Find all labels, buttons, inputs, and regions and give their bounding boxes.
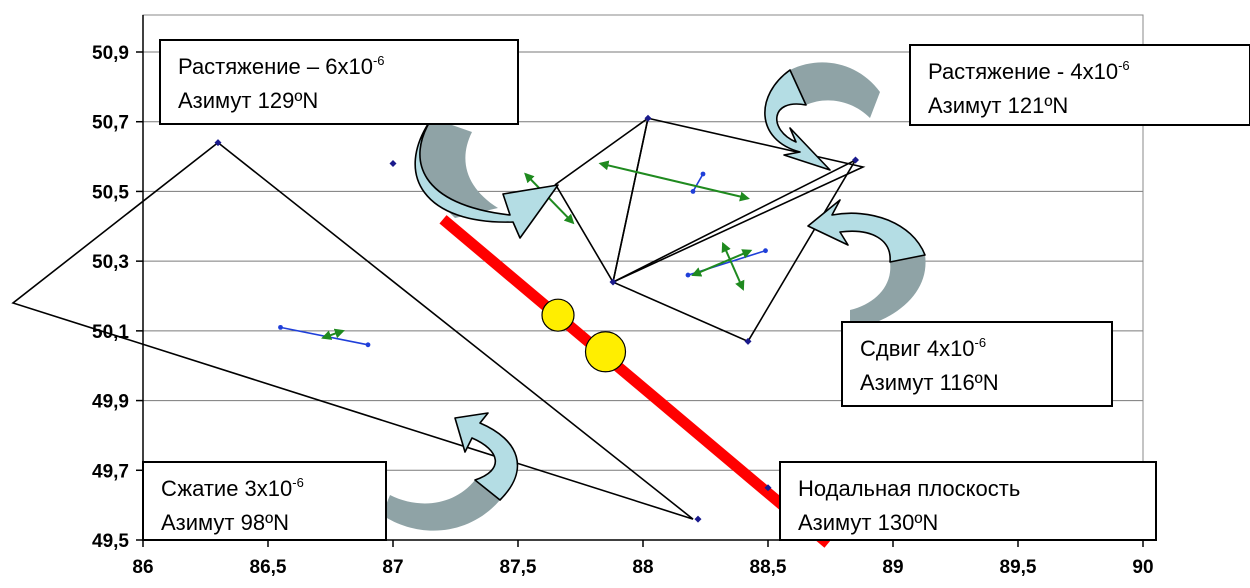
annotation-line2: Азимут 116ºN [860, 370, 999, 395]
station-points [214, 114, 859, 523]
compression-box-98: Сжатие 3х10-6 Азимут 98ºN [142, 461, 387, 541]
x-tick-label: 87 [382, 557, 403, 578]
x-tick-label: 89,5 [1000, 557, 1037, 578]
epicenter-marker [584, 331, 627, 373]
annotation-box-frame [779, 461, 1157, 541]
callout-arrow [414, 117, 559, 239]
y-tick-label: 50,5 [92, 182, 129, 203]
callout-arrow [807, 199, 926, 263]
strain-triangle [611, 158, 858, 343]
callout-arrow [454, 412, 519, 501]
station-marker [644, 114, 652, 122]
y-tick-label: 50,3 [92, 252, 129, 273]
extension-axis [321, 328, 345, 340]
callout-arrow-shade [850, 255, 926, 330]
station-marker [744, 337, 752, 345]
y-tick-label: 50,7 [92, 113, 129, 134]
annotation-line1: Нодальная плоскость [798, 476, 1020, 501]
x-axis-ticks: 86 86,5 87 87,5 88 88,5 89 89,5 90 [132, 540, 1154, 578]
callout-arrow [764, 69, 831, 171]
y-tick-label: 49,5 [92, 531, 129, 552]
nodal-plane-line [439, 215, 832, 548]
extension-axis [721, 241, 745, 291]
extension-axis [691, 249, 753, 277]
annotation-text: Сдвиг 4х10 [860, 336, 975, 361]
annotation-exponent: -6 [373, 53, 385, 68]
nodal-plane [439, 215, 832, 548]
annotation-line2: Азимут 129ºN [178, 88, 318, 113]
strain-triangle [11, 141, 694, 520]
station-marker [764, 484, 772, 492]
annotation-line2: Азимут 130ºN [798, 510, 938, 535]
y-tick-label: 49,7 [92, 461, 129, 482]
callout-arrows [382, 62, 926, 531]
annotation-exponent: -6 [292, 475, 304, 490]
y-tick-label: 50,9 [92, 43, 129, 64]
x-tick-label: 89 [882, 557, 903, 578]
annotation-exponent: -6 [975, 335, 987, 350]
station-marker [694, 515, 702, 523]
strain-triangle [554, 116, 650, 285]
annotation-text: Сжатие 3х10 [161, 476, 292, 501]
x-tick-label: 86 [132, 557, 153, 578]
epicenters [541, 298, 627, 373]
annotation-text: Растяжение – 6х10 [178, 54, 373, 79]
axis-endpoint [685, 272, 691, 278]
annotation-text: Растяжение - 4х10 [928, 59, 1118, 84]
annotation-exponent: -6 [1118, 58, 1130, 73]
y-tick-label: 50,1 [92, 322, 129, 343]
annotation-line1: Сдвиг 4х10-6 [860, 335, 986, 361]
annotation-line2: Азимут 98ºN [161, 510, 289, 535]
callout-arrow-shade [790, 62, 880, 118]
nodal-plane-box: Нодальная плоскость Азимут 130ºN [779, 461, 1157, 541]
annotation-line1: Растяжение – 6х10-6 [178, 53, 385, 79]
axis-endpoint [700, 171, 706, 177]
annotation-box-frame [841, 321, 1113, 407]
annotation-text: Нодальная плоскость [798, 476, 1020, 501]
axis-endpoint [365, 342, 371, 348]
x-tick-label: 88,5 [750, 557, 787, 578]
extension-box-121: Растяжение - 4х10-6 Азимут 121ºN [909, 44, 1250, 126]
compression-axis [692, 173, 704, 192]
axis-endpoint [763, 248, 768, 254]
y-tick-label: 49,9 [92, 392, 129, 413]
strain-triangle [611, 117, 866, 284]
station-marker [214, 139, 222, 147]
annotation-box-frame [909, 44, 1250, 126]
compression-axis [280, 326, 369, 346]
annotation-line1: Растяжение - 4х10-6 [928, 58, 1130, 84]
station-marker [852, 156, 859, 164]
extension-box-129: Растяжение – 6х10-6 Азимут 129ºN [159, 39, 519, 125]
x-tick-label: 86,5 [250, 557, 287, 578]
annotation-box-frame [142, 461, 387, 541]
x-tick-label: 88 [632, 557, 653, 578]
epicenter-marker [541, 298, 575, 332]
station-marker [389, 160, 397, 168]
annotation-line2: Азимут 121ºN [928, 93, 1068, 118]
y-axis-ticks: 49,5 49,7 49,9 50,1 50,3 50,5 50,7 50,9 [92, 43, 143, 552]
axis-endpoint [690, 189, 696, 194]
annotation-line1: Сжатие 3х10-6 [161, 475, 304, 501]
extension-axis [598, 160, 750, 202]
x-tick-label: 90 [1132, 557, 1153, 578]
callout-arrow-shade [382, 480, 500, 531]
axis-endpoint [278, 324, 283, 330]
shear-box-116: Сдвиг 4х10-6 Азимут 116ºN [841, 321, 1113, 407]
x-tick-label: 87,5 [500, 557, 537, 578]
annotation-box-frame [159, 39, 519, 125]
station-marker [609, 278, 617, 286]
